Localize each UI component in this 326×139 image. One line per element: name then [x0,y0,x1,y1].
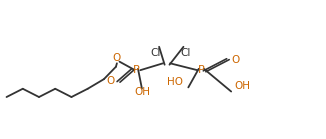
Text: HO: HO [168,77,184,87]
Text: O: O [231,55,239,65]
Text: OH: OH [135,87,151,97]
Text: O: O [106,76,114,86]
Text: O: O [113,53,121,63]
Text: P: P [198,65,205,75]
Text: OH: OH [235,81,251,91]
Text: Cl: Cl [151,48,161,58]
Text: P: P [133,65,140,75]
Text: Cl: Cl [180,48,190,58]
